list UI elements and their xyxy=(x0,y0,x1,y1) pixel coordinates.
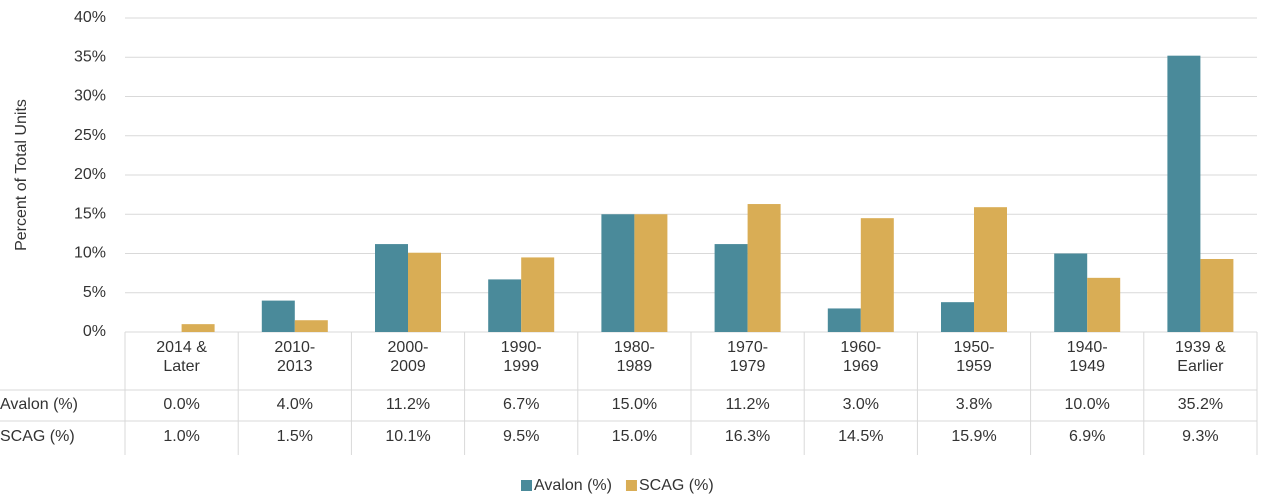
x-tick-label-box: 1939 & Earlier xyxy=(1175,339,1226,375)
x-tick-label: 1940-1949 xyxy=(1066,339,1108,375)
x-tick-label: 1950-1959 xyxy=(953,339,995,375)
x-tick-label: 1980-1989 xyxy=(613,339,655,375)
x-tick-label: 1970-1979 xyxy=(727,339,769,375)
x-tick-label: 1990-1999 xyxy=(500,339,542,375)
x-tick-label-box: 1960-1969 xyxy=(840,339,882,375)
x-tick-label: 2014 & Later xyxy=(156,339,207,375)
table-value: 15.0% xyxy=(612,428,657,445)
bar xyxy=(1054,253,1088,332)
bar xyxy=(375,244,408,332)
bar xyxy=(521,257,555,332)
table-value: 6.7% xyxy=(503,396,539,413)
table-row-label: Avalon (%) xyxy=(0,396,78,413)
table-value: 11.2% xyxy=(726,396,770,413)
x-tick-label-box: 2010-2013 xyxy=(274,339,316,375)
table-value: 9.3% xyxy=(1182,428,1218,445)
table-value: 14.5% xyxy=(838,428,883,445)
table-value: 15.9% xyxy=(951,428,996,445)
table-value: 16.3% xyxy=(725,428,770,445)
table-value: 1.5% xyxy=(277,428,313,445)
bar xyxy=(941,302,974,332)
bar xyxy=(294,320,328,332)
table-value: 35.2% xyxy=(1178,396,1223,413)
x-tick-label-box: 2000-2009 xyxy=(387,339,429,375)
table-row-label: SCAG (%) xyxy=(0,428,75,445)
legend-swatch xyxy=(521,480,532,491)
bar xyxy=(827,308,861,332)
bar xyxy=(714,244,748,332)
bar xyxy=(601,214,635,332)
bar xyxy=(1200,258,1234,332)
y-tick-label: 35% xyxy=(74,48,106,65)
x-tick-label-box: 1940-1949 xyxy=(1066,339,1108,375)
x-tick-label: 1960-1969 xyxy=(840,339,882,375)
x-tick-label: 2000-2009 xyxy=(387,339,429,375)
bar xyxy=(261,300,295,332)
table-value: 11.2% xyxy=(386,396,430,413)
table-value: 10.0% xyxy=(1065,396,1110,413)
legend-label: SCAG (%) xyxy=(639,477,714,494)
y-tick-label: 10% xyxy=(74,245,106,262)
table-value: 6.9% xyxy=(1069,428,1105,445)
table-value: 10.1% xyxy=(385,428,430,445)
legend-label: Avalon (%) xyxy=(534,477,612,494)
bar xyxy=(860,218,894,332)
bar xyxy=(974,207,1007,332)
table-value: 9.5% xyxy=(503,428,539,445)
bar xyxy=(747,204,781,332)
table-value: 3.8% xyxy=(956,396,992,413)
table-value: 15.0% xyxy=(612,396,657,413)
x-tick-label-box: 2014 & Later xyxy=(156,339,207,375)
bar xyxy=(1167,55,1201,333)
y-tick-label: 5% xyxy=(83,284,106,301)
table-value: 3.0% xyxy=(843,396,879,413)
y-tick-label: 20% xyxy=(74,166,106,183)
x-tick-label: 2010-2013 xyxy=(274,339,316,375)
bar xyxy=(1087,277,1121,332)
x-tick-label-box: 1950-1959 xyxy=(953,339,995,375)
table-value: 4.0% xyxy=(277,396,313,413)
y-tick-label: 25% xyxy=(74,127,106,144)
bar xyxy=(634,214,668,332)
table-value: 1.0% xyxy=(163,428,199,445)
x-tick-label-box: 1980-1989 xyxy=(613,339,655,375)
legend-swatch xyxy=(625,480,637,491)
bar xyxy=(408,252,441,332)
table-value: 0.0% xyxy=(163,396,199,413)
x-tick-label-box: 1970-1979 xyxy=(727,339,769,375)
y-tick-label: 15% xyxy=(74,205,106,222)
y-tick-label: 40% xyxy=(74,9,106,26)
bar xyxy=(488,279,522,332)
y-axis-label: Percent of Total Units xyxy=(13,99,30,251)
y-tick-label: 30% xyxy=(74,88,106,105)
y-tick-label: 0% xyxy=(83,323,106,340)
bar xyxy=(181,324,215,332)
x-tick-label-box: 1990-1999 xyxy=(500,339,542,375)
x-tick-label: 1939 & Earlier xyxy=(1175,339,1226,375)
